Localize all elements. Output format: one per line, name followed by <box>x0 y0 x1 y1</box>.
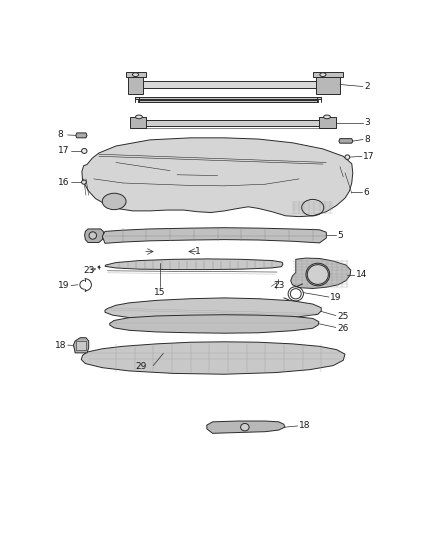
Polygon shape <box>126 72 146 77</box>
Polygon shape <box>138 100 318 102</box>
Polygon shape <box>291 258 351 288</box>
Polygon shape <box>128 74 143 93</box>
Text: 23: 23 <box>83 266 95 276</box>
Text: 25: 25 <box>337 312 349 321</box>
Text: 19: 19 <box>58 281 70 290</box>
Polygon shape <box>110 314 319 333</box>
Polygon shape <box>105 298 321 321</box>
Polygon shape <box>138 120 333 126</box>
Ellipse shape <box>135 115 142 119</box>
Ellipse shape <box>132 73 138 76</box>
Polygon shape <box>85 229 104 243</box>
Polygon shape <box>134 97 321 99</box>
Polygon shape <box>138 81 336 88</box>
Polygon shape <box>74 338 88 353</box>
Text: 26: 26 <box>337 324 349 333</box>
Ellipse shape <box>324 115 330 119</box>
Polygon shape <box>81 342 345 374</box>
Polygon shape <box>339 139 353 143</box>
Ellipse shape <box>102 193 126 209</box>
Polygon shape <box>313 72 343 77</box>
Text: 16: 16 <box>58 177 70 187</box>
Ellipse shape <box>307 265 328 284</box>
Text: 14: 14 <box>356 270 367 279</box>
Ellipse shape <box>98 266 100 268</box>
Text: 8: 8 <box>57 131 63 140</box>
Polygon shape <box>130 117 146 128</box>
Text: 6: 6 <box>363 188 369 197</box>
Polygon shape <box>207 421 285 433</box>
Text: 2: 2 <box>364 82 370 91</box>
Polygon shape <box>76 133 87 138</box>
Ellipse shape <box>240 424 249 431</box>
Bar <box>76 342 86 350</box>
Text: 29: 29 <box>136 362 147 372</box>
Text: 8: 8 <box>364 135 370 144</box>
Polygon shape <box>105 259 283 270</box>
Ellipse shape <box>345 155 350 159</box>
Text: 15: 15 <box>154 288 165 297</box>
Ellipse shape <box>89 232 96 239</box>
Text: 23: 23 <box>274 281 285 290</box>
Polygon shape <box>316 74 340 93</box>
Text: 18: 18 <box>55 341 66 350</box>
Text: 19: 19 <box>330 293 342 302</box>
Ellipse shape <box>81 180 86 184</box>
Polygon shape <box>102 228 326 243</box>
Ellipse shape <box>81 149 87 154</box>
Text: 18: 18 <box>299 422 311 431</box>
Bar <box>83 181 85 183</box>
Text: 5: 5 <box>337 231 343 240</box>
Ellipse shape <box>320 73 326 76</box>
Polygon shape <box>82 138 353 216</box>
Text: 17: 17 <box>363 152 374 161</box>
Text: 1: 1 <box>194 247 200 256</box>
Polygon shape <box>319 117 336 128</box>
Text: 17: 17 <box>58 147 70 156</box>
Text: 3: 3 <box>364 118 370 127</box>
